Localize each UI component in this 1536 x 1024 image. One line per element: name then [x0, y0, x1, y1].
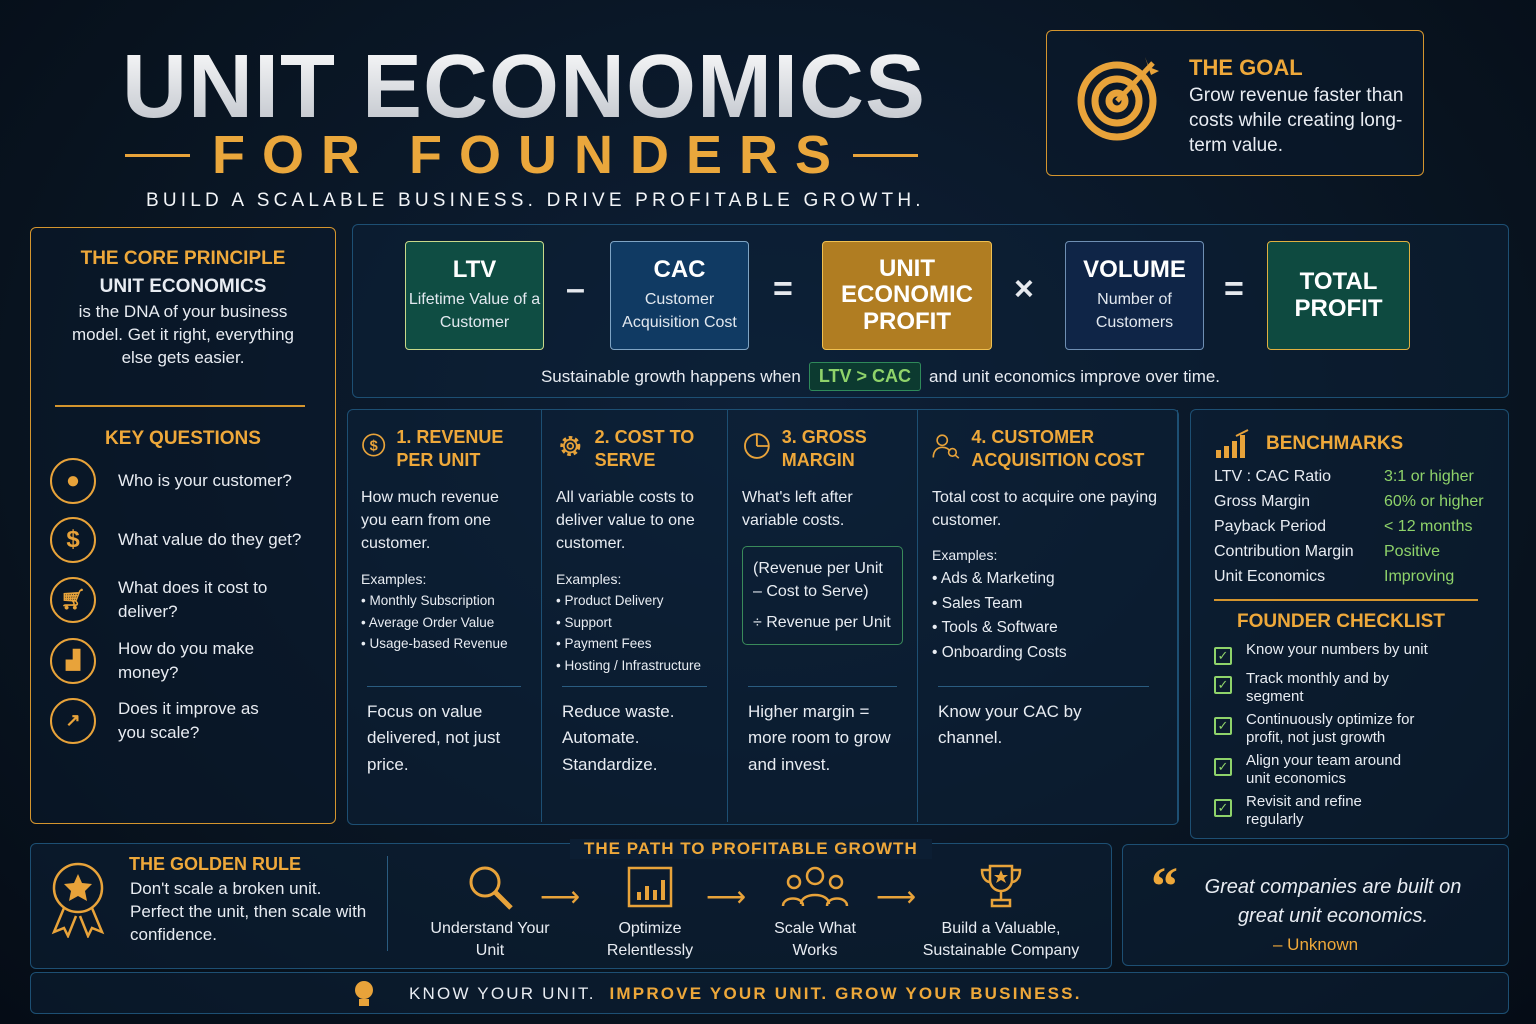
path-step: Understand Your Unit — [420, 862, 560, 961]
cart-icon: 🛒︎ — [50, 576, 96, 623]
total-profit-box: TOTAL PROFIT — [1267, 241, 1410, 350]
column-footer: Focus on value delivered, not just price… — [367, 686, 521, 778]
page-title: UNIT ECONOMICS — [122, 37, 927, 137]
formula-note: Sustainable growth happens when LTV > CA… — [352, 362, 1409, 391]
arrow-right-icon: ⟶ — [540, 881, 581, 912]
checkbox-checked-icon: ✓ — [1214, 675, 1232, 694]
benchmarks-panel: BENCHMARKS LTV : CAC Ratio 3:1 or higher … — [1190, 409, 1509, 839]
equals-operator: = — [1224, 270, 1244, 308]
path-step: Scale What Works — [755, 862, 875, 961]
gross-margin-formula: (Revenue per Unit – Cost to Serve) ÷ Reven… — [742, 546, 903, 646]
equals-operator: = — [773, 270, 793, 308]
question-item: $ What value do they get? — [50, 517, 318, 563]
goal-text: Grow revenue faster than costs while cre… — [1189, 85, 1404, 156]
lightbulb-icon — [355, 981, 373, 1006]
checkbox-checked-icon: ✓ — [1214, 798, 1232, 817]
dollar-icon: $ — [362, 433, 386, 457]
column-gross-margin: 3. GROSS MARGIN What's left after variab… — [728, 410, 918, 822]
award-star-icon — [51, 862, 105, 938]
checkbox-checked-icon: ✓ — [1214, 716, 1232, 735]
chart-icon: ▟ — [50, 637, 96, 684]
pie-chart-icon — [744, 433, 770, 459]
divider — [55, 405, 305, 407]
checklist-item[interactable]: ✓ Continuously optimize for profit, not j… — [1214, 711, 1488, 747]
path-step: Build a Valuable, Sustainable Company — [915, 862, 1087, 961]
benchmark-row: Gross Margin 60% or higher — [1214, 493, 1484, 510]
target-icon — [1077, 57, 1159, 141]
question-item: 🛒︎ What does it cost to deliver? — [50, 576, 278, 624]
core-subtitle: UNIT ECONOMICS — [99, 276, 267, 297]
quote-author: – Unknown — [1273, 935, 1359, 954]
quote-panel: “ Great companies are built on great uni… — [1122, 844, 1509, 966]
svg-text:$: $ — [370, 438, 378, 454]
path-title: THE PATH TO PROFITABLE GROWTH — [570, 839, 932, 859]
benchmark-row: LTV : CAC Ratio 3:1 or higher — [1214, 468, 1474, 485]
benchmark-row: Unit Economics Improving — [1214, 568, 1455, 585]
quote-mark-icon: “ — [1151, 856, 1178, 916]
checkbox-checked-icon: ✓ — [1214, 646, 1232, 665]
key-questions-title: KEY QUESTIONS — [105, 428, 261, 449]
chart-board-icon — [627, 866, 673, 908]
volume-box: VOLUME Number of Customers — [1065, 241, 1204, 350]
arrow-right-icon: ⟶ — [706, 881, 747, 912]
column-footer: Reduce waste. Automate. Standardize. — [562, 686, 707, 778]
multiply-operator: × — [1014, 270, 1034, 308]
dollar-icon: $ — [50, 517, 96, 563]
user-icon: ● — [50, 458, 96, 504]
team-icon — [781, 866, 849, 907]
benchmark-row: Payback Period < 12 months — [1214, 518, 1473, 535]
golden-rule-text: Don't scale a broken unit. Perfect the u… — [130, 879, 367, 944]
question-item: ↗ Does it improve as you scale? — [50, 697, 288, 745]
tagline: BUILD A SCALABLE BUSINESS. DRIVE PROFITA… — [146, 190, 925, 211]
checklist-item[interactable]: ✓ Align your team around unit economics — [1214, 752, 1488, 788]
checklist-title: FOUNDER CHECKLIST — [1237, 610, 1445, 632]
ltv-box: LTV Lifetime Value of a Customer — [405, 241, 544, 350]
minus-operator: – — [566, 270, 585, 308]
checklist-item[interactable]: ✓ Revisit and refine regularly — [1214, 793, 1488, 829]
magnifier-icon — [469, 866, 513, 910]
core-text: is the DNA of your business model. Get i… — [71, 302, 295, 367]
footer-slogan: KNOW YOUR UNIT. IMPROVE YOUR UNIT. GROW … — [409, 984, 1082, 1003]
column-revenue: $1. REVENUE PER UNIT How much revenue yo… — [347, 410, 542, 822]
core-title: THE CORE PRINCIPLE — [80, 248, 286, 269]
page-subtitle: FOR FOUNDERS — [125, 124, 918, 186]
checkbox-checked-icon: ✓ — [1214, 757, 1232, 776]
footer-bar: KNOW YOUR UNIT. IMPROVE YOUR UNIT. GROW … — [30, 972, 1509, 1014]
growth-icon: ↗ — [50, 697, 96, 744]
goal-box: THE GOAL Grow revenue faster than costs … — [1046, 30, 1424, 176]
column-cost-to-serve: 2. COST TO SERVE All variable costs to d… — [542, 410, 728, 822]
benchmarks-title: BENCHMARKS — [1266, 433, 1404, 454]
path-step: Optimize Relentlessly — [585, 862, 715, 961]
column-footer: Know your CAC by channel. — [938, 686, 1149, 752]
cac-box: CAC Customer Acquisition Cost — [610, 241, 749, 350]
bar-chart-icon — [1216, 429, 1249, 458]
trophy-icon — [980, 864, 1022, 908]
gear-icon — [560, 435, 581, 457]
unit-economic-profit-box: UNIT ECONOMIC PROFIT — [822, 241, 992, 350]
user-search-icon — [932, 434, 960, 459]
goal-title: THE GOAL — [1189, 55, 1303, 80]
column-footer: Higher margin = more room to grow and in… — [748, 686, 897, 778]
column-cac: 4. CUSTOMER ACQUISITION COST Total cost … — [918, 410, 1178, 822]
checklist-item[interactable]: ✓ Know your numbers by unit — [1214, 641, 1488, 665]
question-item: ▟ How do you make money? — [50, 637, 278, 685]
benchmark-row: Contribution Margin Positive — [1214, 543, 1441, 560]
arrow-right-icon: ⟶ — [876, 881, 917, 912]
checklist-item[interactable]: ✓ Track monthly and by segment — [1214, 670, 1488, 706]
quote-text: Great companies are built on great unit … — [1204, 876, 1462, 927]
golden-rule-title: THE GOLDEN RULE — [129, 854, 302, 874]
ltv-cac-badge: LTV > CAC — [808, 362, 922, 391]
question-item: ● Who is your customer? — [50, 458, 318, 504]
